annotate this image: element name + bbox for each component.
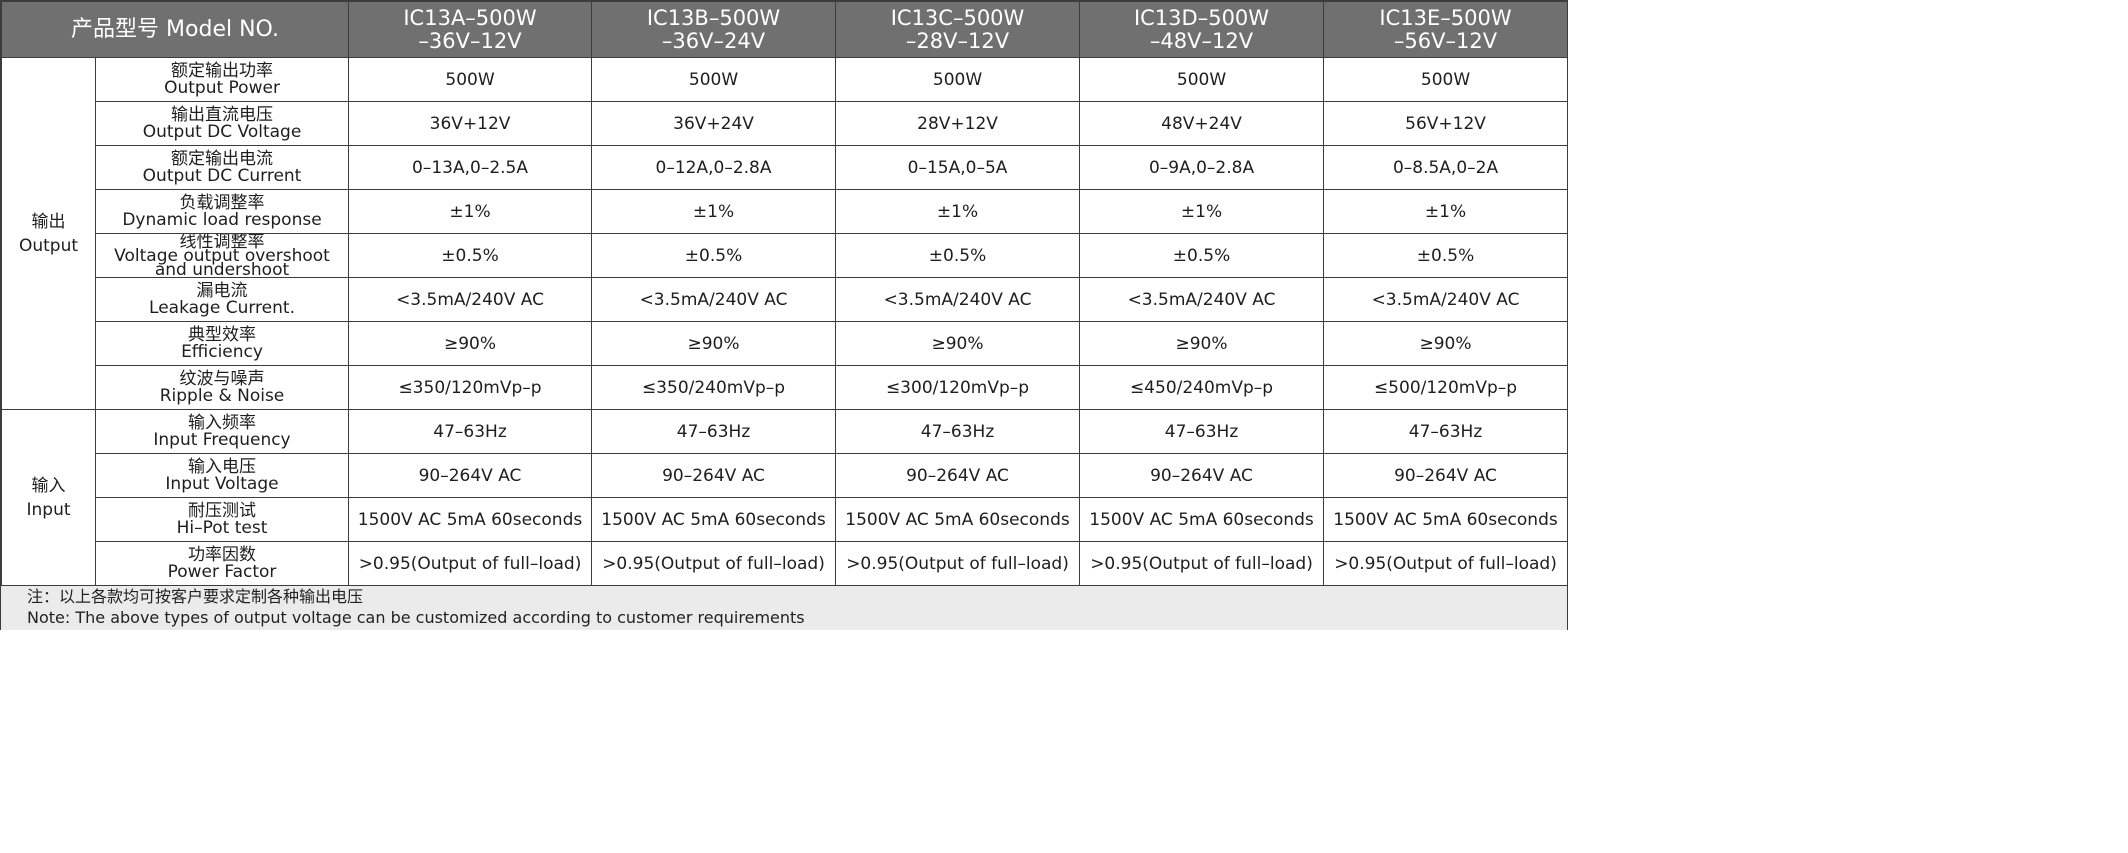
table-row: 耐压测试 Hi–Pot test 1500V AC 5mA 60seconds 1… bbox=[2, 497, 1569, 542]
output-group-label: 输出 Output bbox=[1, 57, 96, 410]
value-cell: 47–63Hz bbox=[1323, 409, 1569, 454]
value-cell: 47–63Hz bbox=[1079, 409, 1325, 454]
value-cell: >0.95(Output of full–load) bbox=[835, 541, 1081, 586]
model-number-header: 产品型号 Model NO. bbox=[0, 1, 350, 58]
value-cell: ≥90% bbox=[835, 321, 1081, 366]
value-cell: ≥90% bbox=[1079, 321, 1325, 366]
param-label: 输入电压 Input Voltage bbox=[94, 453, 350, 498]
spec-table: 产品型号 Model NO. IC13A–500W –36V–12V IC13B–… bbox=[0, 1, 1569, 586]
value-cell: <3.5mA/240V AC bbox=[591, 277, 837, 322]
value-cell: ≥90% bbox=[1323, 321, 1569, 366]
value-cell: ±1% bbox=[1323, 189, 1569, 234]
value-cell: >0.95(Output of full–load) bbox=[1079, 541, 1325, 586]
table-row: 负载调整率 Dynamic load response ±1% ±1% ±1% ±… bbox=[2, 189, 1569, 234]
model-header-c: IC13C–500W –28V–12V bbox=[835, 1, 1081, 58]
value-cell: 500W bbox=[1079, 57, 1325, 102]
value-cell: 47–63Hz bbox=[591, 409, 837, 454]
param-label: 输出直流电压 Output DC Voltage bbox=[94, 101, 350, 146]
value-cell: ≥90% bbox=[591, 321, 837, 366]
value-cell: 1500V AC 5mA 60seconds bbox=[1079, 497, 1325, 542]
footnote-english: Note: The above types of output voltage … bbox=[27, 608, 805, 627]
value-cell: >0.95(Output of full–load) bbox=[1323, 541, 1569, 586]
value-cell: ±1% bbox=[1079, 189, 1325, 234]
value-cell: 90–264V AC bbox=[348, 453, 593, 498]
param-label: 纹波与噪声 Ripple & Noise bbox=[94, 365, 350, 410]
table-row: 输出 Output 额定输出功率 Output Power 500W 500W 50… bbox=[1, 57, 1569, 410]
value-cell: 1500V AC 5mA 60seconds bbox=[1323, 497, 1569, 542]
value-cell: 90–264V AC bbox=[1079, 453, 1325, 498]
value-cell: 500W bbox=[835, 57, 1081, 102]
value-cell: 56V+12V bbox=[1323, 101, 1569, 146]
spec-sheet: 产品型号 Model NO. IC13A–500W –36V–12V IC13B–… bbox=[0, 0, 1569, 630]
value-cell: 0–13A,0–2.5A bbox=[348, 145, 593, 190]
value-cell: ≤300/120mVp–p bbox=[835, 365, 1081, 410]
param-label: 额定输出功率 Output Power bbox=[94, 57, 350, 102]
input-group-label: 输入 Input bbox=[1, 409, 96, 586]
table-row: 输入电压 Input Voltage 90–264V AC 90–264V AC … bbox=[2, 453, 1569, 498]
value-cell: 500W bbox=[1323, 57, 1569, 102]
value-cell: 48V+24V bbox=[1079, 101, 1325, 146]
value-cell: 47–63Hz bbox=[835, 409, 1081, 454]
value-cell: ±1% bbox=[591, 189, 837, 234]
value-cell: 0–8.5A,0–2A bbox=[1323, 145, 1569, 190]
value-cell: ±0.5% bbox=[835, 233, 1081, 278]
model-header-a: IC13A–500W –36V–12V bbox=[348, 1, 593, 58]
value-cell: ≥90% bbox=[348, 321, 593, 366]
value-cell: ±0.5% bbox=[348, 233, 593, 278]
value-cell: 28V+12V bbox=[835, 101, 1081, 146]
value-cell: >0.95(Output of full–load) bbox=[591, 541, 837, 586]
value-cell: <3.5mA/240V AC bbox=[1079, 277, 1325, 322]
value-cell: 0–9A,0–2.8A bbox=[1079, 145, 1325, 190]
param-label: 线性调整率 Voltage output overshoot and undersh… bbox=[94, 233, 350, 278]
value-cell: 0–12A,0–2.8A bbox=[591, 145, 837, 190]
param-label: 功率因数 Power Factor bbox=[94, 541, 350, 586]
model-header-e: IC13E–500W –56V–12V bbox=[1323, 1, 1569, 58]
model-header-d: IC13D–500W –48V–12V bbox=[1079, 1, 1325, 58]
value-cell: ≤350/240mVp–p bbox=[591, 365, 837, 410]
header-row: 产品型号 Model NO. IC13A–500W –36V–12V IC13B–… bbox=[0, 1, 1569, 58]
value-cell: 36V+12V bbox=[348, 101, 593, 146]
footnote-chinese: 注：以上各款均可按客户要求定制各种输出电压 bbox=[27, 587, 364, 606]
value-cell: ±0.5% bbox=[1079, 233, 1325, 278]
value-cell: 1500V AC 5mA 60seconds bbox=[591, 497, 837, 542]
table-row: 输出直流电压 Output DC Voltage 36V+12V 36V+24V … bbox=[2, 101, 1569, 146]
table-row: 功率因数 Power Factor >0.95(Output of full–lo… bbox=[2, 541, 1569, 586]
value-cell: 500W bbox=[591, 57, 837, 102]
value-cell: ±0.5% bbox=[1323, 233, 1569, 278]
value-cell: ≤500/120mVp–p bbox=[1323, 365, 1569, 410]
value-cell: 1500V AC 5mA 60seconds bbox=[348, 497, 593, 542]
value-cell: 90–264V AC bbox=[591, 453, 837, 498]
param-label: 输入频率 Input Frequency bbox=[94, 409, 350, 454]
value-cell: <3.5mA/240V AC bbox=[348, 277, 593, 322]
value-cell: 1500V AC 5mA 60seconds bbox=[835, 497, 1081, 542]
value-cell: 0–15A,0–5A bbox=[835, 145, 1081, 190]
table-row: 纹波与噪声 Ripple & Noise ≤350/120mVp–p ≤350/2… bbox=[2, 365, 1569, 410]
value-cell: 90–264V AC bbox=[835, 453, 1081, 498]
value-cell: 36V+24V bbox=[591, 101, 837, 146]
table-row: 线性调整率 Voltage output overshoot and undersh… bbox=[2, 233, 1569, 278]
value-cell: >0.95(Output of full–load) bbox=[348, 541, 593, 586]
table-row: 额定输出电流 Output DC Current 0–13A,0–2.5A 0–1… bbox=[2, 145, 1569, 190]
param-label: 漏电流 Leakage Current. bbox=[94, 277, 350, 322]
param-label: 耐压测试 Hi–Pot test bbox=[94, 497, 350, 542]
table-row: 漏电流 Leakage Current. <3.5mA/240V AC <3.5m… bbox=[2, 277, 1569, 322]
param-label: 典型效率 Efficiency bbox=[94, 321, 350, 366]
table-row: 输入 Input 输入频率 Input Frequency 47–63Hz 47–6… bbox=[1, 409, 1569, 586]
param-label: 负载调整率 Dynamic load response bbox=[94, 189, 350, 234]
model-header-b: IC13B–500W –36V–24V bbox=[591, 1, 837, 58]
table-row: 典型效率 Efficiency ≥90% ≥90% ≥90% ≥90% ≥90% bbox=[2, 321, 1569, 366]
value-cell: 500W bbox=[348, 57, 593, 102]
value-cell: ±1% bbox=[835, 189, 1081, 234]
value-cell: 47–63Hz bbox=[348, 409, 593, 454]
value-cell: ≤350/120mVp–p bbox=[348, 365, 593, 410]
value-cell: ±1% bbox=[348, 189, 593, 234]
value-cell: <3.5mA/240V AC bbox=[1323, 277, 1569, 322]
value-cell: <3.5mA/240V AC bbox=[835, 277, 1081, 322]
param-label: 额定输出电流 Output DC Current bbox=[94, 145, 350, 190]
value-cell: 90–264V AC bbox=[1323, 453, 1569, 498]
value-cell: ≤450/240mVp–p bbox=[1079, 365, 1325, 410]
value-cell: ±0.5% bbox=[591, 233, 837, 278]
footnote: 注：以上各款均可按客户要求定制各种输出电压 Note: The above ty… bbox=[1, 585, 1567, 630]
